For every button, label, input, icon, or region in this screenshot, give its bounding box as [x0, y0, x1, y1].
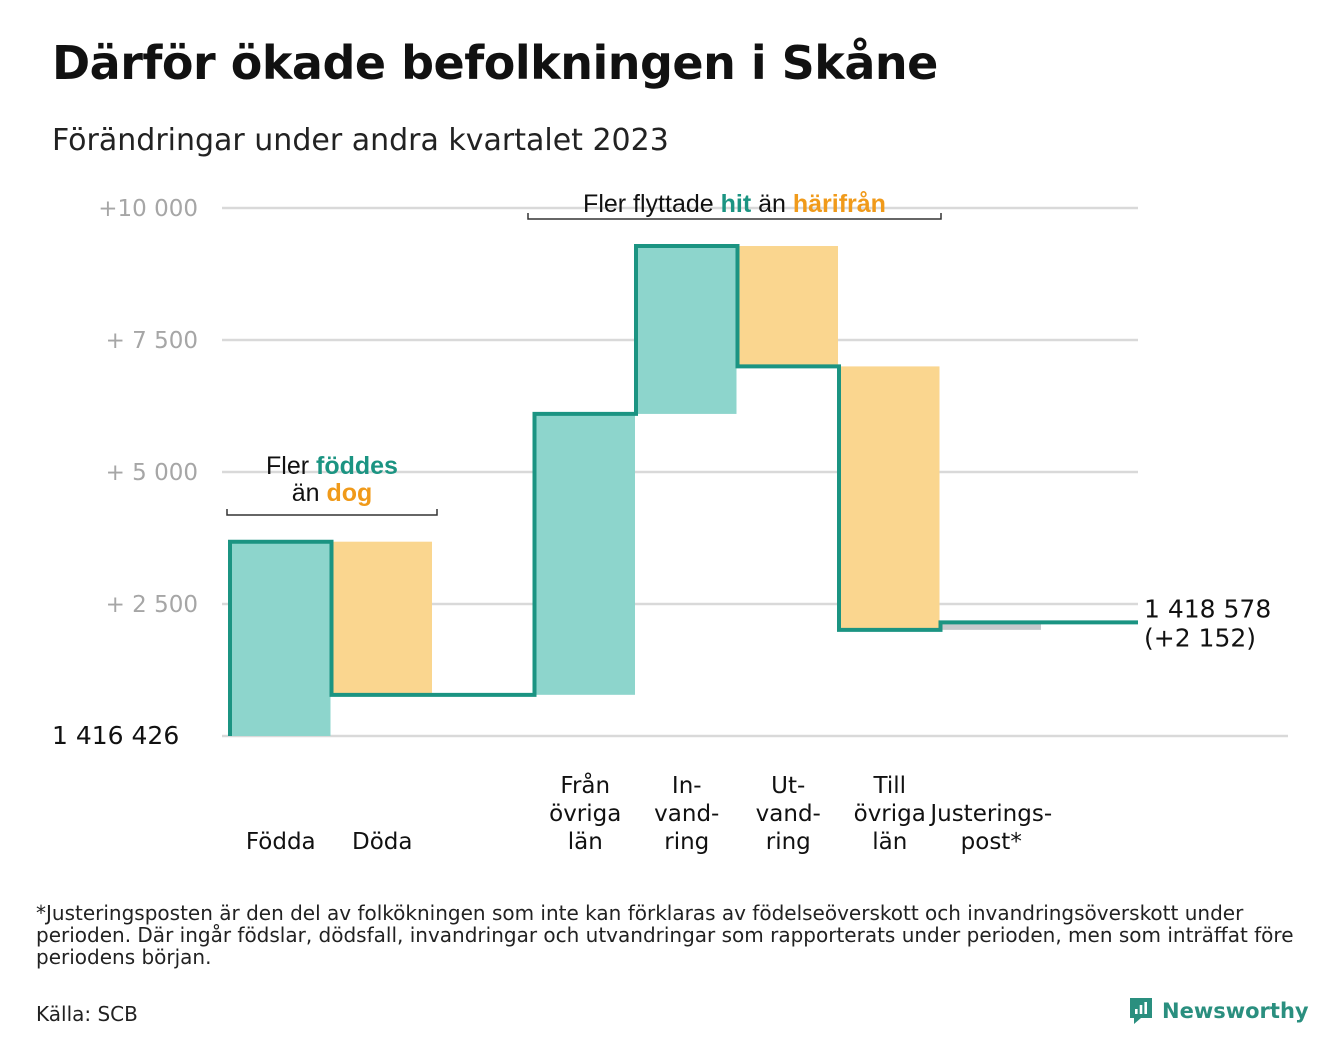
category-label-till-ovriga-lan: övriga	[854, 801, 926, 827]
chart-title: Därför ökade befolkningen i Skåne	[52, 36, 938, 90]
category-label-fodda: Födda	[246, 829, 316, 855]
chart-subtitle: Förändringar under andra kvartalet 2023	[52, 123, 669, 158]
newsworthy-logo-icon	[1130, 998, 1152, 1024]
end-change-label: (+2 152)	[1144, 623, 1256, 652]
category-label-doda: Döda	[352, 829, 412, 855]
y-tick-label: +10 000	[98, 196, 198, 222]
bars-layer	[230, 246, 1041, 736]
bar-invandring	[636, 246, 737, 414]
bar-justeringspost	[940, 622, 1041, 630]
category-label-invandring: ring	[664, 829, 709, 855]
category-labels-layer: Födda DödaFrånövrigalänIn-vand-ringUt-van…	[246, 771, 1052, 855]
category-label-utvandring: vand-	[756, 801, 821, 827]
migration-annotation: Fler flyttade hit än härifrån	[583, 190, 886, 218]
annotation-text: än	[751, 190, 793, 218]
category-label-fran-ovriga-lan: övriga	[549, 801, 621, 827]
migration-bracket	[527, 213, 942, 220]
annotation-text: Fler	[266, 452, 316, 480]
annotation-highlight-green: hit	[721, 190, 752, 218]
step-line-layer	[228, 244, 1138, 736]
end-value-label: 1 418 578	[1144, 594, 1271, 623]
cumulative-step-line	[228, 244, 1138, 736]
waterfall-chart: + 2 500 + 5 000 + 7 500 +10 000 Fler föddes…	[52, 190, 1288, 855]
bar-utvandring	[737, 246, 838, 367]
category-label-till-ovriga-lan: Till	[872, 773, 906, 799]
category-label-justeringspost: Justerings-	[928, 801, 1052, 827]
y-tick-label: + 7 500	[106, 328, 198, 354]
annotation-highlight-green: föddes	[316, 452, 398, 480]
category-label-utvandring: Ut-	[771, 773, 805, 799]
y-tick-label: + 2 500	[106, 592, 198, 618]
bar-till-ovriga-lan	[839, 366, 940, 630]
grid-layer: + 2 500 + 5 000 + 7 500 +10 000	[98, 196, 1288, 738]
annotation-highlight-orange: härifrån	[793, 190, 886, 218]
source-note: Källa: SCB	[36, 1002, 138, 1026]
brand-logo: Newsworthy	[1128, 996, 1309, 1026]
category-label-justeringspost: post*	[961, 829, 1022, 855]
y-tick-label: + 5 000	[106, 460, 198, 486]
category-label-invandring: vand-	[654, 801, 719, 827]
births-bracket	[226, 509, 438, 516]
start-value-label: 1 416 426	[52, 721, 179, 750]
annotation-text: Fler flyttade	[583, 190, 721, 218]
category-label-invandring: In-	[672, 773, 702, 799]
annotation-highlight-orange: dog	[326, 479, 372, 507]
footnote: *Justeringsposten är den del av folkökni…	[36, 901, 1294, 969]
births-annotation-line1: Fler föddes	[266, 452, 398, 480]
category-label-fran-ovriga-lan: Från	[560, 771, 610, 799]
annotation-text: än	[292, 479, 327, 507]
bar-doda	[331, 541, 432, 695]
bar-fodda	[230, 541, 331, 736]
brand-name: Newsworthy	[1162, 999, 1309, 1023]
category-label-fran-ovriga-lan: län	[568, 829, 603, 855]
value-labels-layer: 1 416 426 1 418 578(+2 152)	[52, 594, 1271, 750]
births-annotation-line2: än dog	[292, 479, 373, 507]
category-label-till-ovriga-lan: län	[872, 829, 907, 855]
category-label-utvandring: ring	[766, 829, 811, 855]
bar-fran-ovriga-lan	[534, 413, 635, 695]
